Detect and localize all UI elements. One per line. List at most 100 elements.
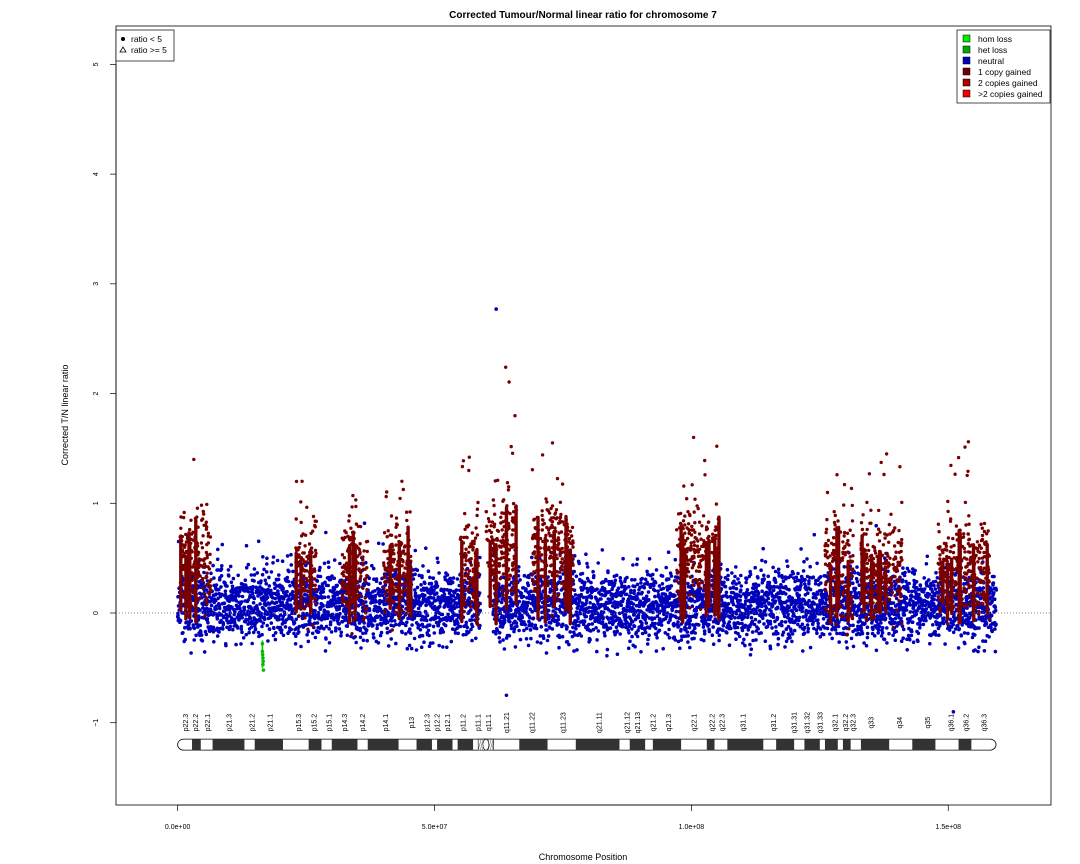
centromere-hatch [477,739,482,751]
gain-region-6 [484,365,519,626]
cytoband-dark [958,739,972,751]
cytoband-dark [212,739,245,751]
gain-region-11 [859,452,904,630]
cytoband-label: q31.33 [817,712,824,734]
cytoband-dark [842,739,851,751]
het-loss-point [261,668,266,672]
cytoband-label: q11.1 [486,714,493,731]
cytoband-label: p15.1 [327,714,334,732]
cytoband-label: p22.1 [205,714,212,732]
cytoband-label: p21.1 [268,714,275,732]
cytoband-label: p14.3 [342,714,349,732]
legend-1-copy-label: 1 copy gained [978,67,1031,77]
cytoband-dark [860,739,890,751]
cytoband-dark [575,739,620,751]
cytoband-dark [652,739,682,751]
gain-region-2 [294,479,318,631]
x-tick-label: 0.0e+00 [165,824,191,831]
legend-hom-loss-label: hom loss [978,34,1012,44]
legend-gt2-copies-label: >2 copies gained [978,89,1043,99]
legend-gt2-copies-swatch [962,89,971,98]
cytoband-dark [308,739,322,751]
cytoband-dark [912,739,936,751]
cytoband-label: p12.2 [435,714,442,732]
y-tick-label: 0 [93,611,100,615]
legend-dot-label: ratio < 5 [131,34,162,44]
state-legend: hom loss het loss neutral 1 copy gained … [956,29,1051,104]
gain-region-1 [178,457,213,624]
shape-legend: ratio < 5 ratio >= 5 [115,29,175,62]
cytoband-dark [457,739,474,751]
chromosome-ideogram: p22.3 p22.2 p22.1 p21.3 p21.2 p21.1 p15.3 p15.2… [177,712,997,751]
cytoband-dark [804,739,820,751]
cytoband-dark [416,739,432,751]
data-points [175,307,999,714]
y-tick-label: 5 [93,62,100,66]
cytoband-label: p11.2 [460,714,467,731]
gain-region-12 [936,440,991,626]
centromere-hatch [479,739,484,751]
chart-title: Corrected Tumour/Normal linear ratio for… [449,10,717,21]
cytoband-label: p22.2 [193,714,200,732]
x-axis-label: Chromosome Position [539,852,628,862]
cytoband-label: q11.22 [530,712,537,733]
gain-region-4 [382,479,413,632]
cytoband-label: q31.32 [805,712,812,734]
plot-frame [115,25,1052,806]
gain-region-8 [675,435,711,624]
cytoband-dark [519,739,548,751]
cytoband-dark [192,739,201,751]
x-tick-label: 1.0e+08 [679,824,705,831]
legend-triangle-label: ratio >= 5 [131,45,167,55]
cytoband-label: q35 [925,717,932,729]
outlier-point [504,693,509,698]
cytoband-label: q21.2 [650,714,657,732]
gain-region-7 [530,441,575,626]
gain-region-5 [458,455,480,627]
legend-2-copies-swatch [962,78,971,87]
outlier-point [951,709,956,714]
shape-legend-box [115,29,175,62]
cytoband-label: p21.2 [250,714,257,732]
cytoband-dark [367,739,399,751]
cytoband-label: q21.13 [635,712,642,734]
cytoband-label: p11.1 [476,714,483,731]
outlier-point [494,307,498,311]
y-axis-label: Corrected T/N linear ratio [60,365,70,466]
legend-het-loss-label: het loss [978,45,1007,55]
gain-region-3 [340,493,370,636]
cytoband-label: q32.2 [843,714,850,732]
cytoband-label: q32.3 [851,714,858,732]
legend-hom-loss-swatch [962,34,971,43]
cytoband-dark [629,739,646,751]
cytoband-dark [727,739,764,751]
cytoband-label: q11.23 [561,712,568,733]
cytoband-label: p15.3 [296,714,303,732]
cytoband-dark [437,739,453,751]
legend-neutral-label: neutral [978,56,1004,66]
cytoband-label: p12.3 [424,714,431,732]
y-tick-label: 4 [93,172,100,176]
cytoband-label: q36.1 [948,714,955,732]
centromere-constriction [482,738,490,751]
cytoband-label: q22.3 [720,714,727,732]
cytoband-label: q21.11 [596,712,603,733]
axes: 0.0e+00 5.0e+07 1.0e+08 1.5e+08 −1 0 1 2 3 4 5 [93,62,1051,831]
legend-het-loss-swatch [962,45,971,54]
cytoband-dark [776,739,795,751]
cytoband-label: q36.2 [964,714,971,732]
cytoband-dark [706,739,715,751]
y-tick-label: −1 [93,719,100,727]
cytoband-label: p14.1 [383,714,390,732]
legend-2-copies-label: 2 copies gained [978,78,1038,88]
legend-triangle-symbol [119,46,127,53]
cytoband-label: q21.12 [625,712,632,734]
cytoband-label: q34 [897,717,904,729]
cytoband-label: q11.21 [504,712,511,733]
y-tick-label: 1 [93,501,100,505]
cytoband-label: p22.3 [183,714,190,732]
legend-1-copy-swatch [962,67,971,76]
cytoband-label: q33 [869,717,876,729]
neutral-points [175,521,999,658]
